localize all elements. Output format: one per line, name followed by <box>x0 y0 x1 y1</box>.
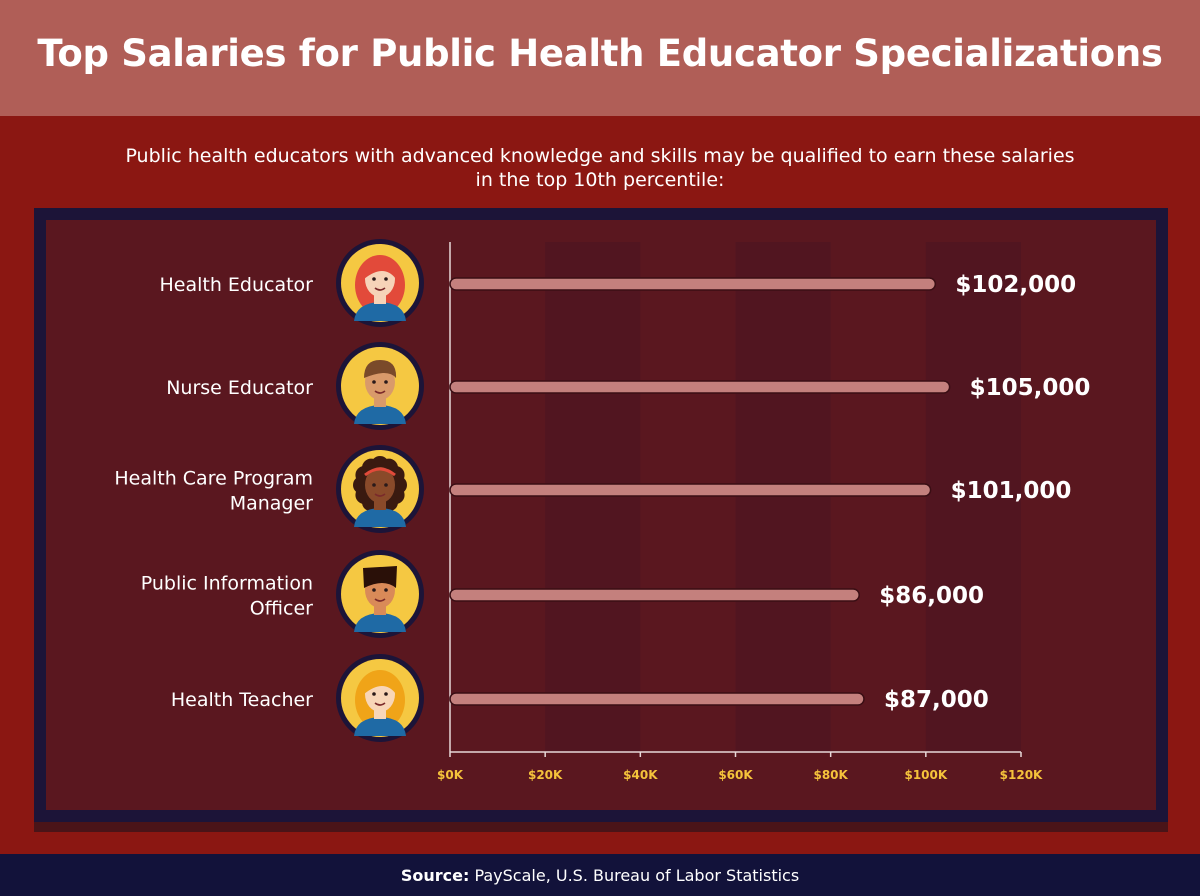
subtitle-line-1: Public health educators with advanced kn… <box>125 145 1075 167</box>
avatar-headband <box>364 467 396 477</box>
category-label: Health Teacher <box>171 689 313 711</box>
grid-band <box>735 242 831 752</box>
avatar-hair-top <box>364 360 397 378</box>
x-tick-label: $0K <box>437 768 464 782</box>
avatar-eye <box>372 380 376 384</box>
category-label: Officer <box>250 598 313 620</box>
avatar-mouth <box>374 390 386 394</box>
avatar-shirt <box>354 302 406 321</box>
subtitle-line-2: in the top 10th percentile: <box>475 169 725 191</box>
avatar-eye <box>372 588 376 592</box>
page-subtitle: Public health educators with advanced kn… <box>40 144 1160 192</box>
source-text: PayScale, U.S. Bureau of Labor Statistic… <box>474 866 800 885</box>
x-tick-label: $80K <box>813 768 848 782</box>
page-title: Top Salaries for Public Health Educator … <box>37 32 1163 75</box>
salary-bar <box>449 692 865 706</box>
category-label: Nurse Educator <box>166 377 313 399</box>
avatar-shirt <box>354 613 406 632</box>
category-label: Health Care Program <box>114 468 313 490</box>
salary-bar <box>449 380 951 394</box>
avatar-mouth <box>374 598 386 602</box>
avatar-hair-top <box>364 258 396 279</box>
source-note: Source: PayScale, U.S. Bureau of Labor S… <box>0 866 1200 885</box>
salary-value-label: $87,000 <box>884 687 989 713</box>
category-label: Manager <box>230 493 313 515</box>
grid-band <box>925 242 1021 752</box>
avatar-face <box>365 467 395 503</box>
avatar-eye <box>384 380 388 384</box>
avatar-mouth <box>374 287 386 291</box>
avatar-eye <box>372 692 376 696</box>
salary-value-label: $102,000 <box>955 272 1076 298</box>
salary-bar <box>449 277 937 291</box>
avatar-mouth <box>374 493 386 497</box>
grid-band <box>545 242 641 752</box>
avatar-eye <box>384 692 388 696</box>
footer-bar <box>0 854 1200 896</box>
avatar-eye <box>384 588 388 592</box>
avatar-eye <box>384 277 388 281</box>
salary-value-label: $105,000 <box>970 375 1091 401</box>
avatar-hair-top <box>364 673 396 694</box>
salary-bar <box>449 483 932 497</box>
x-tick-label: $20K <box>528 768 563 782</box>
avatar-eye <box>372 277 376 281</box>
category-label: Public Information <box>141 573 313 595</box>
avatar-shirt <box>354 405 406 424</box>
avatar-shirt <box>354 508 406 527</box>
x-tick-label: $120K <box>1000 768 1043 782</box>
x-tick-label: $100K <box>904 768 947 782</box>
x-tick-label: $40K <box>623 768 658 782</box>
category-label: Health Educator <box>159 274 313 296</box>
source-label: Source: <box>400 866 470 885</box>
avatar-mouth <box>374 702 386 706</box>
salary-bar <box>449 588 860 602</box>
avatar-shirt <box>354 717 406 736</box>
x-tick-label: $60K <box>718 768 753 782</box>
header-banner <box>0 0 1200 116</box>
salary-value-label: $101,000 <box>951 478 1072 504</box>
salary-value-label: $86,000 <box>879 583 984 609</box>
avatar-eye <box>372 483 376 487</box>
avatar-eye <box>384 483 388 487</box>
avatar-hair-top <box>363 566 397 588</box>
